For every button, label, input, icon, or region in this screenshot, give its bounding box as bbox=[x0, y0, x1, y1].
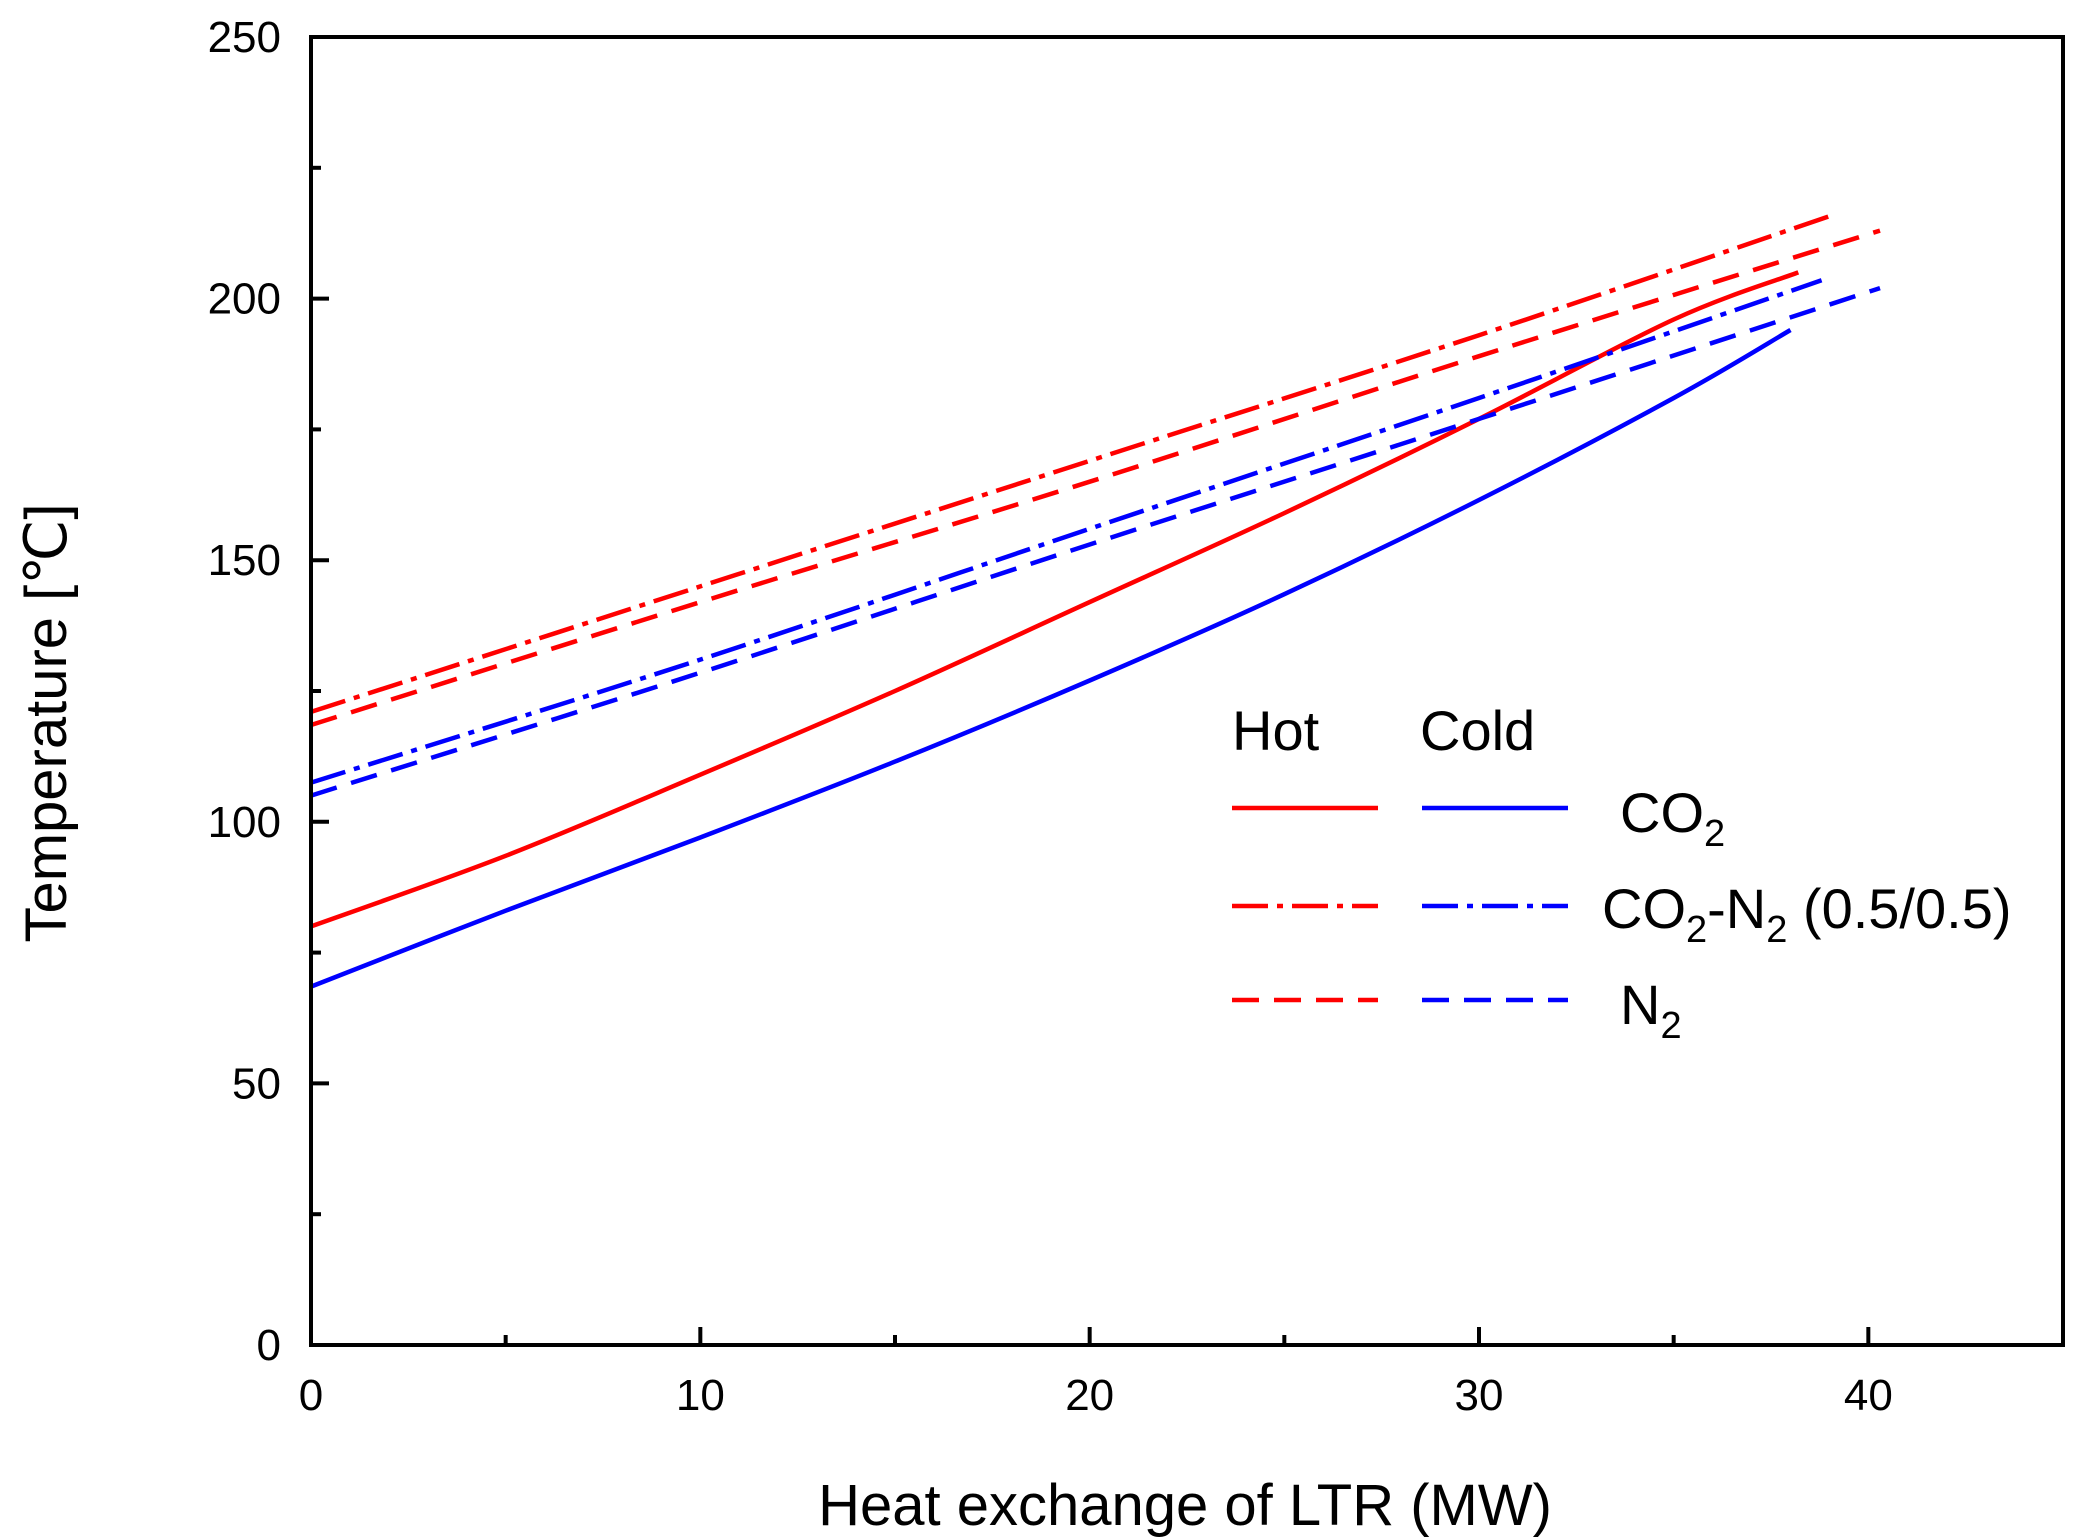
x-tick-label: 20 bbox=[1065, 1371, 1114, 1420]
y-tick-label: 50 bbox=[232, 1059, 281, 1108]
legend-header-hot: Hot bbox=[1232, 699, 1320, 762]
series-line-co2-cold bbox=[310, 328, 1792, 989]
plot-frame bbox=[309, 35, 2065, 1347]
x-tick-label: 40 bbox=[1844, 1371, 1893, 1420]
x-tick-label: 30 bbox=[1455, 1371, 1504, 1420]
x-axis-title: Heat exchange of LTR (MW) bbox=[818, 1473, 1552, 1538]
series-line-co2-hot bbox=[310, 270, 1800, 929]
series-line-n2-cold bbox=[310, 285, 1881, 798]
y-tick-label: 150 bbox=[208, 536, 281, 585]
y-tick-label: 250 bbox=[208, 13, 281, 62]
legend-label-co2-n2: CO2-N2 (0.5/0.5) bbox=[1602, 877, 2011, 951]
tick-layer: 0 10 20 30 40 0 50 100 150 200 250 bbox=[208, 13, 1893, 1420]
x-tick-label: 0 bbox=[299, 1371, 323, 1420]
legend-label-co2: CO2 bbox=[1620, 781, 1725, 855]
series-line-co2-n2-0-5-0-5-cold bbox=[310, 278, 1823, 785]
x-tick-label: 10 bbox=[676, 1371, 725, 1420]
y-tick-label: 0 bbox=[257, 1321, 281, 1370]
series-line-n2-hot bbox=[310, 228, 1881, 728]
series-layer bbox=[310, 212, 1881, 989]
legend: Hot Cold CO2 CO2-N2 (0.5/0.5) N2 bbox=[1232, 699, 2011, 1047]
y-tick-label: 100 bbox=[208, 798, 281, 847]
legend-label-n2: N2 bbox=[1620, 973, 1682, 1047]
legend-header-cold: Cold bbox=[1420, 699, 1535, 762]
y-axis-title: Temperature [℃] bbox=[14, 503, 79, 942]
y-tick-label: 200 bbox=[208, 275, 281, 324]
series-line-co2-n2-0-5-0-5-hot bbox=[310, 212, 1835, 715]
